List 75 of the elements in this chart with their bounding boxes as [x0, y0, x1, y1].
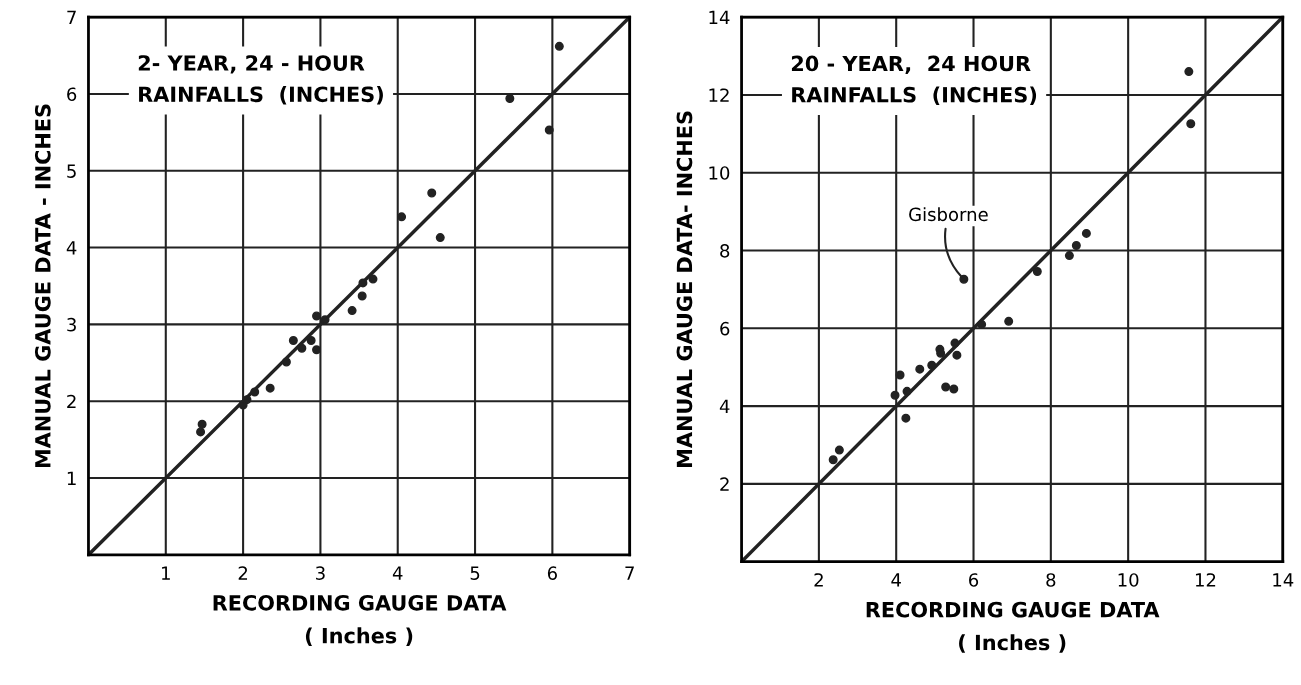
- point: [927, 360, 937, 370]
- point: [435, 233, 445, 243]
- y-tick-label: 4: [66, 241, 77, 255]
- point: [505, 94, 515, 104]
- x-tick-label: 14: [1273, 573, 1294, 587]
- x-tick-label: 7: [625, 566, 634, 580]
- point: [1186, 119, 1196, 129]
- point: [250, 387, 260, 397]
- x-tick-label: 2: [814, 573, 823, 587]
- point: [834, 445, 844, 455]
- point: [297, 343, 307, 353]
- point: [281, 357, 291, 367]
- point: [357, 291, 367, 301]
- x-axis-title: RECORDING GAUGE DATA ( Inches ): [866, 601, 1160, 653]
- x-tick-label: 4: [392, 566, 403, 580]
- y-tick-label: 8: [720, 243, 730, 258]
- text: 2- YEAR, 24 - HOUR RAINFALLS (INCHES): [138, 55, 383, 105]
- x-tick-label: 3: [316, 566, 325, 580]
- x-tick-label: 1: [162, 566, 170, 580]
- point: [950, 338, 960, 348]
- y-tick-label: 5: [67, 164, 76, 178]
- y-tick-label: 2: [720, 477, 729, 491]
- point: [1184, 67, 1194, 77]
- y-tick-label: 3: [67, 317, 76, 332]
- point: [890, 390, 900, 400]
- x-axis-title: RECORDING GAUGE DATA ( Inches ): [213, 594, 507, 646]
- x-tick-label: 8: [1046, 573, 1056, 587]
- y-tick-label: 4: [719, 399, 730, 413]
- point: [902, 386, 912, 396]
- x-tick-label: 2: [238, 566, 248, 580]
- y-tick-label: 6: [67, 87, 77, 102]
- x-tick-label: 6: [969, 573, 979, 587]
- point: [306, 336, 316, 346]
- point: [197, 419, 207, 429]
- point: [358, 278, 368, 288]
- y-tick-label: 7: [67, 10, 76, 24]
- point: [347, 306, 357, 316]
- point: [1032, 267, 1042, 277]
- point: [368, 274, 378, 284]
- x-tick-label: 10: [1118, 573, 1139, 587]
- point: [288, 336, 298, 346]
- point: [895, 370, 905, 380]
- point: [828, 455, 838, 465]
- point: [977, 319, 987, 329]
- point: [959, 274, 969, 284]
- x-tick-label: 4: [891, 573, 901, 587]
- point: [915, 364, 925, 374]
- point: [949, 384, 959, 394]
- point: [544, 125, 554, 135]
- point: [265, 383, 275, 393]
- y-tick-label: 12: [709, 88, 729, 102]
- y-axis-title: MANUAL GAUGE DATA - INCHES: [34, 104, 51, 468]
- text: 20 - YEAR, 24 HOUR RAINFALLS (INCHES): [791, 55, 1037, 106]
- annotation: Gisborne: [909, 207, 988, 222]
- y-tick-label: 6: [720, 321, 730, 336]
- point: [397, 212, 407, 222]
- point: [901, 413, 911, 423]
- point: [1081, 228, 1091, 238]
- y-tick-label: 10: [709, 166, 730, 180]
- point: [196, 427, 206, 437]
- y-tick-label: 14: [709, 10, 730, 24]
- point: [1004, 316, 1014, 326]
- y-tick-label: 1: [67, 471, 76, 485]
- x-tick-label: 12: [1195, 573, 1216, 587]
- point: [941, 382, 951, 392]
- y-axis-title: MANUAL GAUGE DATA- INCHES: [676, 111, 693, 467]
- point: [320, 315, 330, 325]
- point: [1071, 240, 1081, 250]
- y-tick-label: 2: [67, 394, 76, 409]
- point: [427, 188, 437, 198]
- point: [952, 350, 962, 360]
- x-tick-label: 5: [470, 566, 480, 580]
- point: [1064, 251, 1074, 261]
- point: [554, 41, 564, 51]
- x-tick-label: 6: [547, 566, 557, 580]
